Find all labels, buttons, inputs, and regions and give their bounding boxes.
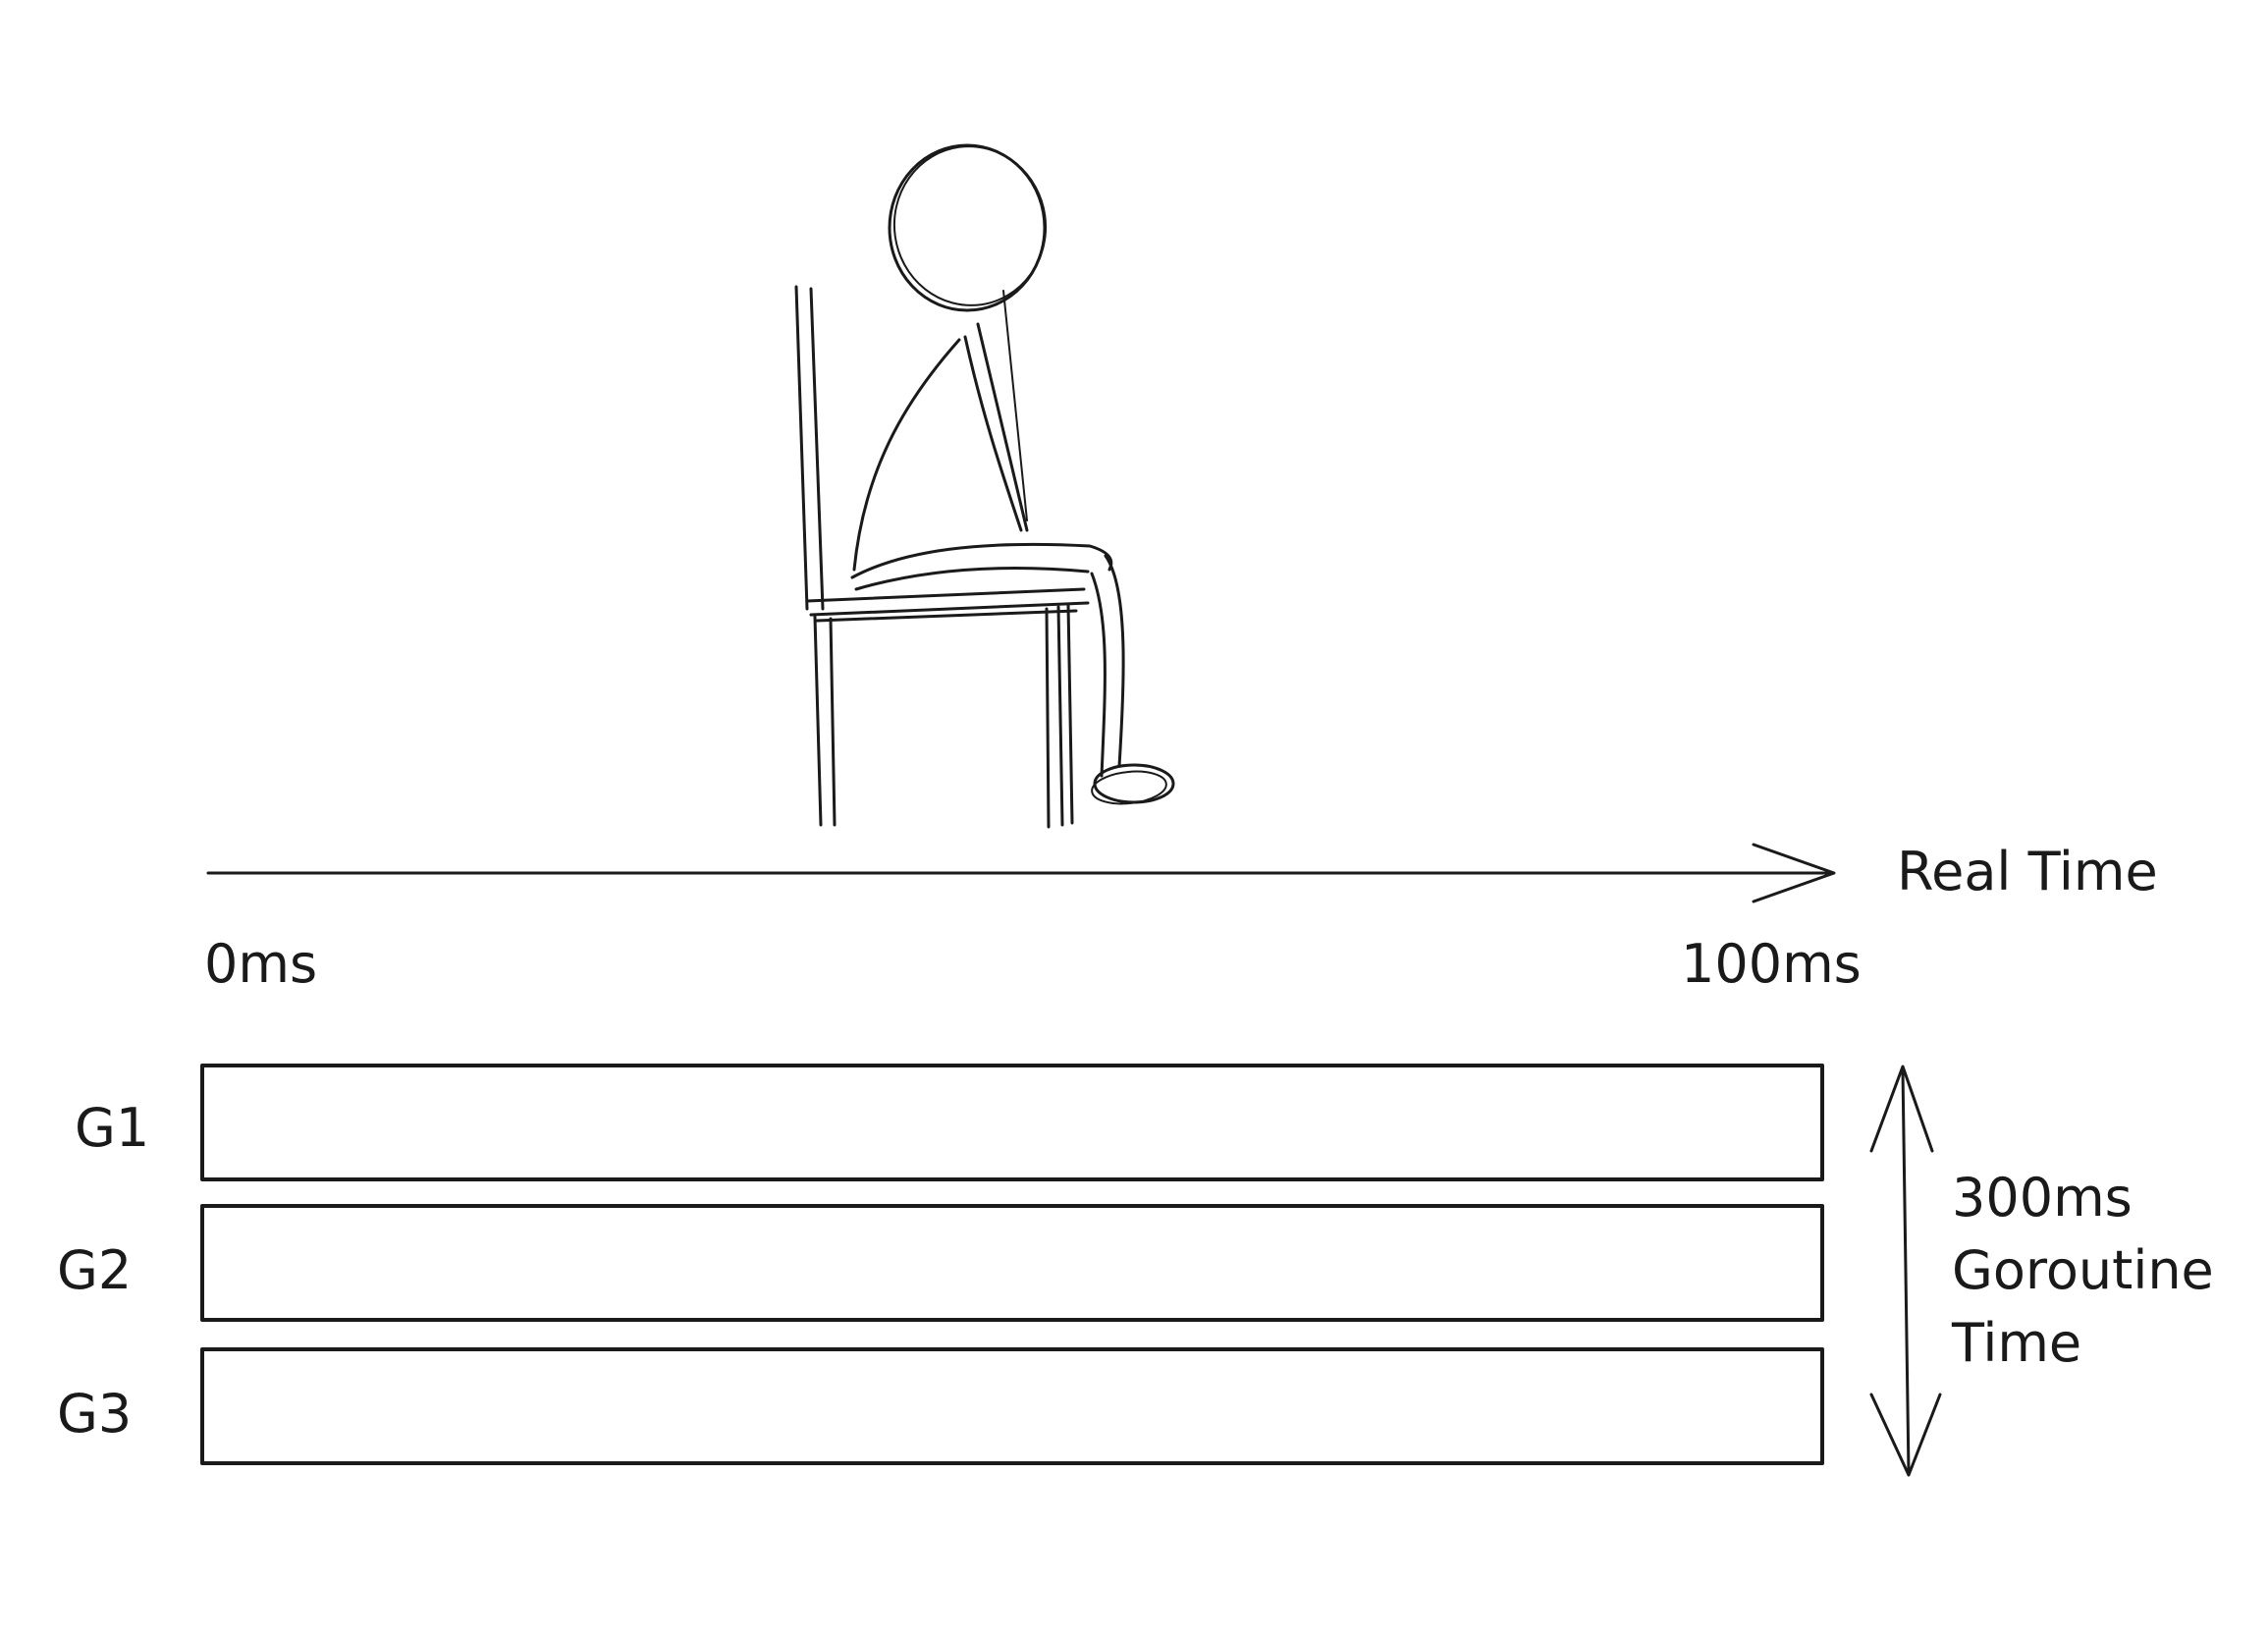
axis-arrowhead-icon bbox=[1752, 843, 1836, 903]
person-icon bbox=[850, 143, 1175, 805]
goroutine-bars: G1 G2 G3 bbox=[57, 1064, 1824, 1465]
goroutine-bar bbox=[200, 1064, 1824, 1181]
arrow-up-icon bbox=[1869, 1065, 1934, 1153]
total-time-label-line3: Time bbox=[1951, 1312, 2081, 1374]
axis-start-label: 0ms bbox=[204, 933, 317, 995]
goroutine-bar bbox=[200, 1347, 1824, 1465]
axis-label: Real Time bbox=[1897, 841, 2158, 902]
goroutine-label: G2 bbox=[57, 1239, 132, 1301]
axis-end-label: 100ms bbox=[1681, 933, 1862, 995]
chair-icon bbox=[794, 285, 1090, 829]
arrow-down-icon bbox=[1869, 1393, 1942, 1477]
goroutine-bar bbox=[200, 1204, 1824, 1322]
sitting-person-illustration bbox=[794, 143, 1175, 829]
goroutine-bar-g3: G3 bbox=[57, 1347, 1824, 1465]
total-time-label-line2: Goroutine bbox=[1952, 1239, 2214, 1301]
total-time-label-line1: 300ms bbox=[1952, 1167, 2133, 1229]
goroutine-label: G1 bbox=[75, 1097, 149, 1159]
real-time-axis: Real Time 0ms 100ms bbox=[204, 841, 2158, 995]
goroutine-bar-g1: G1 bbox=[75, 1064, 1824, 1181]
total-time-arrow: 300ms Goroutine Time bbox=[1869, 1065, 2214, 1477]
goroutine-label: G3 bbox=[57, 1383, 132, 1445]
goroutine-bar-g2: G2 bbox=[57, 1204, 1824, 1322]
arrow-shaft bbox=[1901, 1068, 1911, 1475]
